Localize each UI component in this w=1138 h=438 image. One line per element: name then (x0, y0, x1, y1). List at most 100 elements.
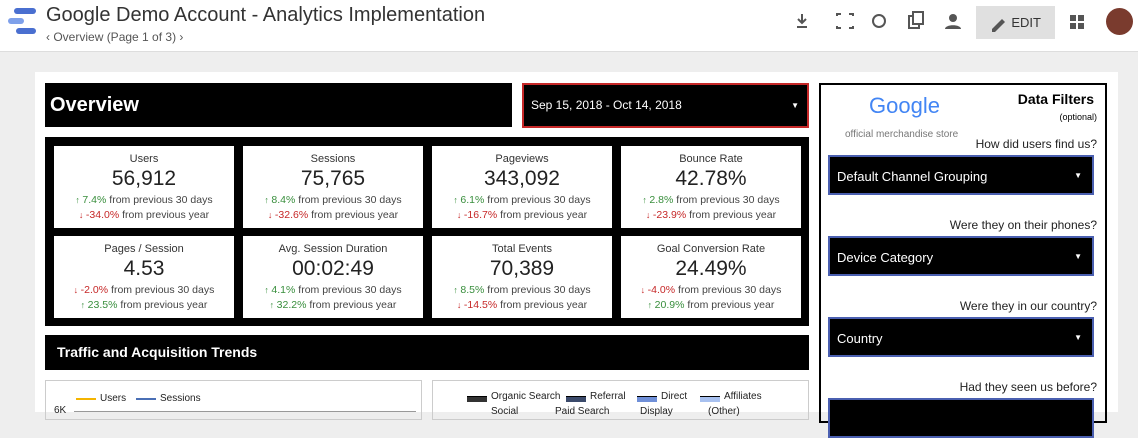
metric-change: ↓ -34.0% from previous year (54, 209, 234, 221)
edit-icon (992, 19, 1005, 32)
metric-card: Avg. Session Duration 00:02:49 ↑ 4.1% from… (243, 236, 423, 318)
metric-change: ↑ 8.4% from previous 30 days (243, 194, 423, 206)
legend-swatch (76, 398, 96, 400)
filters-title: Data Filters (1017, 91, 1094, 107)
change-text: from previous 30 days (298, 194, 402, 206)
metric-value: 343,092 (484, 167, 560, 190)
metric-value: 4.53 (123, 257, 165, 280)
metric-value: 75,765 (300, 167, 366, 190)
change-text: from previous 30 days (676, 194, 780, 206)
change-arrow: ↑ (269, 300, 277, 310)
metric-change: ↑ 23.5% from previous year (54, 299, 234, 311)
metric-label: Total Events (492, 243, 552, 255)
change-arrow: ↑ (264, 285, 272, 295)
change-amount: 8.4% (271, 194, 296, 206)
metric-change: ↓ -14.5% from previous year (432, 299, 612, 311)
store-label: official merchandise store (845, 129, 959, 140)
change-text: from previous 30 days (111, 284, 215, 296)
toolbar-icons (797, 11, 961, 29)
date-range: Sep 15, 2018 - Oct 14, 2018 (531, 98, 682, 112)
change-arrow: ↓ (456, 300, 464, 310)
edit-label: EDIT (1011, 15, 1041, 30)
metric-change: ↓ -16.7% from previous year (432, 209, 612, 221)
change-arrow: ↑ (80, 300, 88, 310)
change-amount: -4.0% (647, 284, 676, 296)
filter-dropdown[interactable]: Device Category ▼ (828, 236, 1094, 276)
change-text: from previous year (311, 209, 399, 221)
metric-card: Pages / Session 4.53 ↓ -2.0% from previous… (54, 236, 234, 318)
filter-dropdown[interactable]: Country ▼ (828, 317, 1094, 357)
metrics-panel: Users 56,912 ↑ 7.4% from previous 30 days ↓… (45, 137, 809, 326)
filters-panel: Google official merchandise store Data F… (819, 83, 1107, 438)
metric-value: 24.49% (675, 257, 747, 280)
filter-dropdown[interactable]: Default Channel Grouping ▼ (828, 155, 1094, 195)
dropdown-value: Country (837, 331, 883, 346)
change-text: from previous year (500, 299, 588, 311)
avatar[interactable] (1106, 8, 1133, 35)
y-tick-label: 6K (54, 405, 67, 416)
breadcrumb: Overview (Page 1 of 3) (53, 30, 177, 44)
change-arrow: ↑ (453, 285, 461, 295)
metric-change: ↓ -4.0% from previous 30 days (621, 284, 801, 296)
metric-change: ↑ 6.1% from previous 30 days (432, 194, 612, 206)
filter-question: Were they on their phones? (949, 218, 1097, 232)
change-text: from previous 30 days (109, 194, 213, 206)
filter-dropdown[interactable] (828, 398, 1094, 438)
change-arrow: ↑ (75, 195, 83, 205)
change-amount: 4.1% (271, 284, 296, 296)
metric-value: 00:02:49 (292, 257, 374, 280)
metric-change: ↑ 2.8% from previous 30 days (621, 194, 801, 206)
change-amount: 7.4% (82, 194, 107, 206)
filters-subtitle: (optional) (1059, 112, 1097, 122)
change-amount: -34.0% (85, 209, 120, 221)
change-text: from previous 30 days (487, 194, 591, 206)
metric-value: 56,912 (111, 167, 177, 190)
change-text: from previous year (500, 209, 588, 221)
dropdown-value: Default Channel Grouping (837, 169, 988, 184)
metric-change: ↑ 32.2% from previous year (243, 299, 423, 311)
metric-card: Bounce Rate 42.78% ↑ 2.8% from previous 30… (621, 146, 801, 228)
legend-label: Referral (590, 391, 626, 402)
change-amount: -16.7% (463, 209, 498, 221)
page-nav[interactable]: ‹ Overview (Page 1 of 3) › (46, 30, 184, 44)
metric-change: ↑ 7.4% from previous 30 days (54, 194, 234, 206)
change-text: from previous year (122, 209, 210, 221)
dropdown-caret: ▼ (1074, 333, 1082, 342)
legend-swatch (136, 398, 156, 400)
date-picker[interactable]: Sep 15, 2018 - Oct 14, 2018 ▼ (522, 83, 809, 128)
dropdown-value: Device Category (837, 250, 934, 265)
legend-swatch (566, 396, 586, 402)
metric-card: Users 56,912 ↑ 7.4% from previous 30 days ↓… (54, 146, 234, 228)
change-arrow: ↓ (640, 285, 648, 295)
legend-swatch (637, 396, 657, 402)
change-arrow: ↑ (264, 195, 272, 205)
metric-label: Sessions (310, 153, 356, 165)
metric-label: Avg. Session Duration (278, 243, 388, 255)
metric-change: ↓ -32.6% from previous year (243, 209, 423, 221)
change-arrow: ↑ (647, 300, 655, 310)
metric-value: 42.78% (675, 167, 747, 190)
change-text: from previous year (309, 299, 397, 311)
legend-label: Sessions (160, 393, 201, 404)
change-amount: -2.0% (80, 284, 109, 296)
change-text: from previous year (687, 299, 775, 311)
legend-label: Affiliates (724, 391, 762, 402)
change-text: from previous year (120, 299, 208, 311)
metric-card: Sessions 75,765 ↑ 8.4% from previous 30 da… (243, 146, 423, 228)
legend-label: Organic Search (491, 391, 561, 402)
trend-chart: Users Sessions 6K (45, 380, 422, 420)
overview-heading: Overview (45, 83, 512, 127)
grid-icon[interactable] (1070, 15, 1084, 29)
change-amount: 23.5% (87, 299, 118, 311)
metric-label: Pages / Session (104, 243, 184, 255)
change-text: from previous year (689, 209, 777, 221)
section-title: Traffic and Acquisition Trends (45, 335, 809, 370)
change-text: from previous 30 days (487, 284, 591, 296)
change-arrow: ↓ (645, 210, 653, 220)
edit-button[interactable]: EDIT (976, 6, 1055, 39)
legend-swatch (467, 396, 487, 402)
change-amount: 8.5% (460, 284, 485, 296)
metric-label: Goal Conversion Rate (656, 243, 766, 255)
change-arrow: ↓ (73, 285, 81, 295)
